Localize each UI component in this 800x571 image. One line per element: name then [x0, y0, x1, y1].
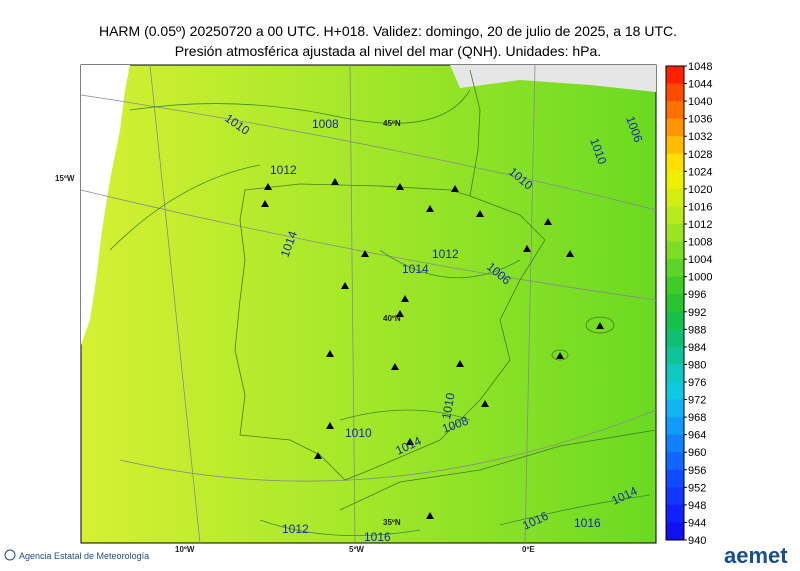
contour-label: 1012	[270, 163, 297, 177]
color-band	[666, 382, 684, 401]
color-band	[666, 276, 684, 295]
color-band	[666, 66, 684, 85]
colorbar-label: 944	[688, 517, 706, 529]
color-band	[666, 452, 684, 471]
color-band	[666, 311, 684, 330]
lat-label: 35ºN	[383, 518, 401, 527]
title: HARM (0.05º) 20250720 a 00 UTC. H+018. V…	[99, 23, 677, 39]
color-band	[666, 206, 684, 225]
contour-label: 1016	[574, 516, 601, 530]
colorbar-label: 988	[688, 324, 706, 336]
colorbar-label: 976	[688, 377, 706, 389]
color-band	[666, 136, 684, 155]
agency-icon	[4, 549, 16, 561]
lon-label: 0ºE	[522, 545, 535, 554]
colorbar-label: 1044	[688, 79, 712, 91]
colorbar-label: 1040	[688, 96, 712, 108]
colorbar-label: 1048	[688, 61, 712, 73]
color-band	[666, 241, 684, 260]
contour-label: 1012	[432, 247, 459, 261]
contour-label: 1016	[364, 530, 391, 544]
color-band	[666, 346, 684, 365]
colorbar-label: 984	[688, 342, 706, 354]
color-band	[666, 434, 684, 453]
lat-label: 40ºN	[383, 314, 401, 323]
contour-label: 1010	[439, 391, 457, 420]
colorbar-label: 996	[688, 289, 706, 301]
colorbar-label: 948	[688, 500, 706, 512]
subtitle: Presión atmosférica ajustada al nivel de…	[175, 43, 601, 59]
colorbar-label: 1020	[688, 184, 712, 196]
map-frame	[80, 64, 657, 544]
color-band	[666, 188, 684, 207]
colorbar-frame	[665, 65, 685, 541]
colorbar: 1048 1044 1040 1036 1032 1028 1024 1020 1016 1012…	[665, 61, 712, 547]
colorbar-label: 1036	[688, 114, 712, 126]
color-band	[666, 259, 684, 278]
no-data	[450, 65, 656, 92]
colorbar-label: 968	[688, 412, 706, 424]
color-band	[666, 487, 684, 506]
color-band	[666, 294, 684, 313]
contour-label: 1014	[402, 262, 429, 276]
color-band	[666, 417, 684, 436]
colorbar-label: 972	[688, 395, 706, 407]
colorbar-label: 1016	[688, 201, 712, 213]
colorbar-label: 952	[688, 482, 706, 494]
colorbar-label: 992	[688, 307, 706, 319]
lon-label: 10ºW	[175, 545, 195, 554]
graticule	[80, 64, 657, 544]
color-band	[666, 83, 684, 102]
agency-name: Agencia Estatal de Meteorología	[19, 551, 149, 561]
colorbar-label: 1000	[688, 272, 712, 284]
logo: aemet	[724, 543, 788, 566]
color-band	[666, 153, 684, 172]
color-band	[666, 329, 684, 348]
color-band	[666, 118, 684, 137]
color-band	[666, 101, 684, 120]
color-band	[666, 224, 684, 243]
color-band	[666, 469, 684, 488]
colorbar-label: 1032	[688, 131, 712, 143]
lon-label: 5ºW	[349, 545, 364, 554]
colorbar-label: 964	[688, 430, 706, 442]
contour-label: 1012	[282, 522, 309, 536]
colorbar-label: 1008	[688, 237, 712, 249]
coastline	[109, 69, 657, 537]
colorbar-label: 940	[688, 535, 706, 547]
colorbar-label: 956	[688, 465, 706, 477]
contour-label: 1008	[312, 117, 339, 131]
color-band	[666, 171, 684, 190]
peaks	[261, 178, 604, 519]
map: 1010 1008 1012 1014 1012 1014 1010 1010 …	[55, 64, 657, 554]
color-band	[666, 399, 684, 418]
lat-label: 45ºN	[383, 119, 401, 128]
color-band	[666, 504, 684, 523]
colorbar-label: 1024	[688, 166, 712, 178]
colorbar-label: 980	[688, 359, 706, 371]
lon-label: 15ºW	[55, 174, 75, 183]
no-data	[81, 65, 130, 345]
contour-label: 1010	[345, 426, 372, 440]
color-band	[666, 522, 684, 541]
colorbar-label: 1004	[688, 254, 712, 266]
colorbar-label: 960	[688, 447, 706, 459]
color-band	[666, 364, 684, 383]
colorbar-label: 1012	[688, 219, 712, 231]
colorbar-label: 1028	[688, 149, 712, 161]
